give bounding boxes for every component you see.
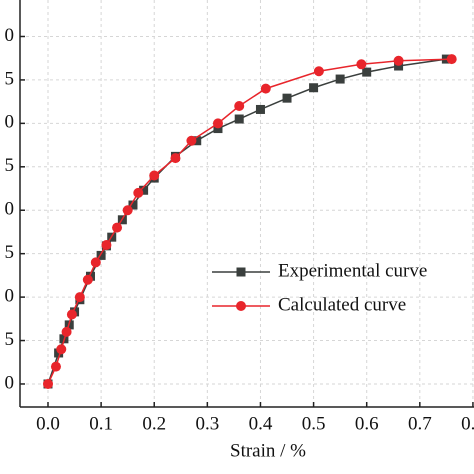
x-tick-label: 0.8 (461, 413, 474, 434)
data-point (212, 118, 223, 129)
data-point (362, 67, 372, 77)
y-tick-label: 5 (5, 155, 15, 176)
x-tick-label: 0.1 (89, 413, 113, 434)
data-point (394, 61, 404, 71)
data-point (234, 114, 244, 124)
legend-label: Calculated curve (278, 294, 406, 315)
data-point (61, 326, 72, 337)
data-point (446, 54, 457, 65)
data-point (255, 104, 265, 114)
x-tick-label: 0.2 (142, 413, 166, 434)
data-point (133, 187, 144, 198)
x-tick-label: 0.3 (195, 413, 219, 434)
data-point (186, 135, 197, 146)
x-tick-label: 0.7 (408, 413, 432, 434)
data-point (74, 292, 85, 303)
x-axis-label: Strain / % (230, 440, 306, 461)
data-point (96, 250, 106, 260)
data-point (50, 361, 61, 372)
data-point (170, 153, 181, 164)
data-point (260, 83, 271, 94)
y-tick-label: 5 (5, 329, 15, 350)
data-point (192, 136, 202, 146)
data-point (234, 100, 245, 111)
data-point (393, 55, 404, 66)
y-tick-label: 0 (5, 25, 15, 46)
data-point (128, 200, 138, 210)
legend-marker (236, 267, 246, 277)
data-point (66, 309, 77, 320)
y-tick-label: 0 (5, 285, 15, 306)
data-point (139, 185, 149, 195)
data-point (90, 257, 101, 268)
series-line (47, 58, 452, 385)
legend-marker (236, 301, 246, 311)
data-point (356, 59, 367, 70)
y-tick-label: 0 (5, 199, 15, 220)
y-tick-label: 5 (5, 242, 15, 263)
data-point (122, 205, 133, 216)
y-tick-label: 0 (5, 372, 15, 393)
y-tick-label: 0 (5, 112, 15, 133)
x-tick-label: 0.6 (355, 413, 379, 434)
data-point (309, 83, 319, 93)
data-point (149, 170, 160, 181)
data-point (313, 66, 324, 77)
data-point (101, 239, 112, 250)
data-point (42, 378, 53, 389)
data-point (282, 93, 292, 103)
series-line (47, 58, 447, 385)
x-tick-label: 0.5 (302, 413, 326, 434)
legend-label: Experimental curve (278, 260, 427, 281)
data-point (56, 344, 67, 355)
x-tick-label: 0.4 (249, 413, 273, 434)
data-point (335, 74, 345, 84)
data-point (112, 222, 123, 233)
y-tick-label: 5 (5, 68, 15, 89)
data-point (213, 124, 223, 134)
data-point (82, 274, 93, 285)
x-tick-label: 0.0 (36, 413, 60, 434)
